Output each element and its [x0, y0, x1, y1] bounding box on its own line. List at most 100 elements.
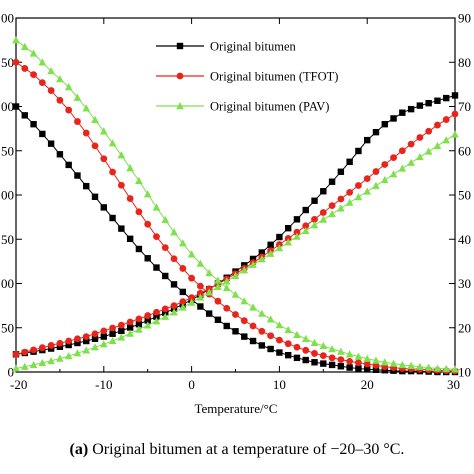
x-axis-label: Temperature/°C [195, 401, 278, 416]
data-point [100, 333, 107, 340]
data-point [345, 198, 354, 206]
x-tick-label: 0 [188, 377, 195, 392]
x-tick-label: -10 [95, 377, 112, 392]
data-point [311, 197, 318, 204]
data-point [91, 193, 99, 200]
data-point [355, 365, 362, 372]
data-point [214, 297, 222, 305]
data-point [65, 341, 72, 349]
data-point [319, 209, 327, 216]
y2-tick-label: 20 [458, 320, 471, 335]
data-point [337, 363, 345, 370]
data-point [64, 83, 73, 91]
legend: Original bitumen Original bitumen (TFOT) O… [156, 40, 338, 114]
data-point [380, 175, 389, 184]
data-point [205, 288, 213, 296]
data-point [56, 96, 64, 104]
data-point [91, 142, 99, 150]
y-tick-label: 50 [1, 232, 14, 247]
data-point [372, 366, 380, 373]
data-point [188, 294, 196, 302]
data-point [355, 147, 362, 155]
data-point [345, 350, 354, 358]
data-point [232, 311, 239, 318]
data-point [249, 260, 257, 268]
data-point [355, 359, 362, 367]
data-point [443, 94, 450, 102]
data-point [433, 141, 442, 150]
data-point [91, 115, 99, 123]
data-point [135, 176, 143, 185]
data-point [135, 315, 143, 323]
data-point [372, 168, 380, 175]
y2-tick-label: 30 [458, 276, 471, 291]
data-point [311, 215, 318, 223]
data-point [65, 161, 72, 169]
data-point [380, 358, 389, 366]
data-point [144, 220, 152, 228]
data-point [108, 139, 117, 147]
data-point [65, 337, 73, 345]
data-point [240, 317, 248, 325]
data-point [346, 158, 353, 166]
data-point [38, 344, 46, 352]
data-point [73, 93, 82, 101]
data-point [109, 324, 116, 332]
data-point [442, 364, 451, 373]
data-point [276, 349, 283, 356]
data-point [153, 313, 160, 320]
data-point [249, 303, 257, 311]
data-point [276, 336, 283, 344]
y2-tick-label: 90 [458, 11, 471, 26]
legend-marker [176, 102, 184, 110]
data-point [196, 289, 204, 297]
data-point [381, 161, 389, 168]
data-point [12, 36, 20, 44]
data-point [108, 336, 117, 345]
data-point [266, 249, 275, 257]
x-tick-label: -20 [10, 377, 27, 392]
data-point [161, 215, 170, 223]
data-point [100, 155, 108, 163]
data-point [319, 352, 327, 360]
series-line-increasing [15, 113, 456, 355]
data-point [214, 282, 222, 291]
data-point [267, 332, 275, 340]
data-point [47, 67, 55, 75]
data-point [364, 366, 371, 373]
data-point [337, 195, 345, 203]
data-point [38, 58, 47, 66]
data-point [117, 181, 125, 189]
data-point [21, 348, 29, 356]
data-point [214, 316, 222, 323]
data-point [205, 268, 213, 277]
data-point [179, 303, 187, 311]
data-point [100, 127, 108, 135]
data-point [205, 310, 213, 317]
y-tick-label: 00 [1, 11, 14, 26]
data-point [301, 334, 310, 343]
data-point [310, 221, 319, 229]
data-point [126, 324, 134, 331]
data-point [302, 222, 310, 230]
data-point [407, 158, 415, 166]
data-point [170, 255, 178, 263]
y-tick-label: 50 [1, 320, 14, 335]
series-layer [12, 36, 459, 376]
data-point [249, 322, 257, 330]
data-point [222, 283, 231, 292]
data-point [12, 103, 20, 110]
data-point [389, 170, 398, 178]
data-point [434, 121, 441, 129]
data-point [38, 79, 46, 87]
data-point [451, 92, 459, 99]
data-point [293, 216, 301, 223]
data-point [451, 365, 459, 373]
data-point [82, 346, 91, 354]
data-point [12, 350, 20, 358]
data-point [179, 298, 187, 306]
data-point [319, 341, 328, 350]
data-point [30, 71, 37, 79]
data-point [363, 360, 371, 368]
x-tick-label: 20 [361, 377, 374, 392]
